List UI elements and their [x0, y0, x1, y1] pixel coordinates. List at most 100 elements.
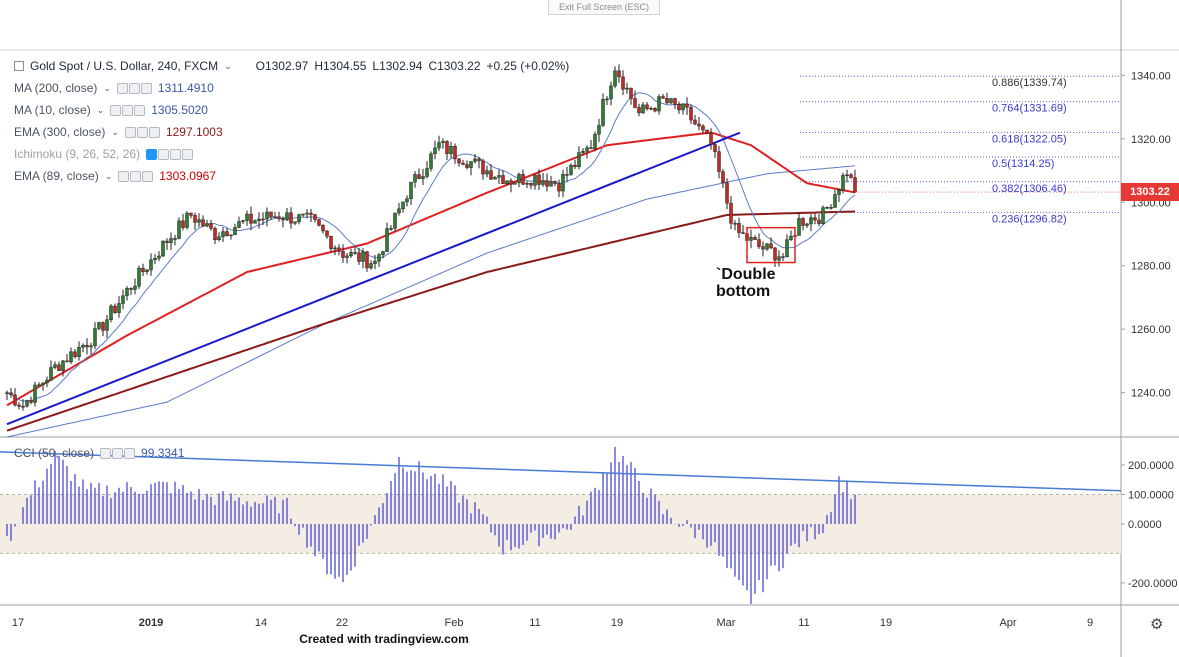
- candle-body: [33, 384, 37, 403]
- close-icon[interactable]: [134, 104, 146, 116]
- settings-icon[interactable]: [130, 170, 142, 182]
- settings-icon[interactable]: [158, 148, 170, 160]
- candle-body: [429, 153, 433, 169]
- candle-body: [417, 174, 421, 179]
- candle-body: [173, 238, 177, 240]
- candle-body: [825, 207, 829, 209]
- last-price-label: 1303.22: [1121, 183, 1179, 202]
- eye-icon[interactable]: [110, 104, 122, 116]
- indicator-controls[interactable]: [124, 126, 160, 138]
- candle-body: [749, 237, 753, 241]
- candle-body: [777, 256, 781, 261]
- indicator-legend-3: Ichimoku (9, 26, 52, 26): [14, 147, 194, 161]
- candle-body: [281, 218, 285, 221]
- fib-level-label: 0.886(1339.74): [992, 77, 1067, 89]
- eye-icon[interactable]: [100, 447, 112, 459]
- cci-band: [0, 494, 1121, 554]
- candle-body: [589, 147, 593, 150]
- price-tick-label: 1280.00: [1131, 261, 1171, 273]
- candle-body: [569, 164, 573, 175]
- candle-body: [837, 190, 841, 195]
- candle-body: [821, 207, 825, 224]
- candle-body: [269, 211, 273, 218]
- close-icon[interactable]: [124, 447, 136, 459]
- close-icon[interactable]: [142, 170, 154, 182]
- settings-icon[interactable]: [128, 82, 140, 94]
- candle-body: [681, 103, 685, 111]
- candle-body: [161, 240, 165, 257]
- candle-body: [665, 97, 669, 104]
- chevron-down-icon[interactable]: ⌄: [224, 60, 232, 71]
- code-icon[interactable]: [170, 148, 182, 160]
- time-tick-label: 19: [611, 617, 623, 629]
- close-icon[interactable]: [182, 148, 194, 160]
- cci-controls[interactable]: [100, 447, 136, 459]
- chevron-down-icon[interactable]: ⌄: [111, 126, 119, 137]
- collapse-icon[interactable]: [14, 61, 24, 71]
- candle-body: [193, 215, 197, 223]
- time-tick-label: 22: [336, 617, 348, 629]
- indicator-name[interactable]: MA (200, close): [14, 81, 98, 95]
- candle-body: [381, 251, 385, 255]
- candle-body: [305, 212, 309, 215]
- gear-icon[interactable]: ⚙: [1150, 616, 1164, 633]
- candle-body: [221, 231, 225, 238]
- price-tick-label: 1260.00: [1131, 324, 1171, 336]
- chevron-down-icon[interactable]: ⌄: [103, 82, 111, 93]
- candle-body: [129, 288, 133, 290]
- candle-body: [253, 220, 257, 224]
- candle-body: [489, 170, 493, 180]
- candle-body: [273, 216, 277, 218]
- candle-body: [801, 218, 805, 226]
- symbol-name[interactable]: Gold Spot / U.S. Dollar, 240, FXCM: [30, 59, 219, 73]
- exit-fullscreen-button[interactable]: Exit Full Screen (ESC): [548, 0, 660, 15]
- time-tick-label: 14: [255, 617, 267, 629]
- chevron-down-icon[interactable]: ⌄: [96, 104, 105, 115]
- cci-name[interactable]: CCI (50, close): [14, 446, 95, 460]
- settings-icon[interactable]: [136, 126, 148, 138]
- footer-credit: Created with tradingview.com: [299, 632, 469, 646]
- indicator-name[interactable]: MA (10, close): [14, 103, 91, 117]
- candle-body: [693, 119, 697, 125]
- indicator-controls[interactable]: [146, 148, 194, 160]
- indicator-name[interactable]: EMA (89, close): [14, 169, 99, 183]
- indicator-controls[interactable]: [118, 170, 154, 182]
- candle-body: [181, 220, 185, 228]
- candle-body: [325, 230, 329, 237]
- candle-body: [405, 198, 409, 203]
- candle-body: [641, 104, 645, 114]
- candle-body: [297, 214, 301, 223]
- candle-body: [117, 303, 121, 313]
- eye-icon[interactable]: [124, 126, 136, 138]
- close-icon[interactable]: [140, 82, 152, 94]
- candle-body: [217, 236, 221, 241]
- indicator-legend-0: MA (200, close) ⌄ 1311.4910: [14, 81, 214, 95]
- candle-body: [9, 392, 13, 396]
- indicator-legend-2: EMA (300, close) ⌄ 1297.1003: [14, 125, 223, 139]
- settings-icon[interactable]: [112, 447, 124, 459]
- settings-icon[interactable]: [122, 104, 134, 116]
- indicator-name[interactable]: Ichimoku (9, 26, 52, 26): [14, 147, 141, 161]
- chevron-down-icon[interactable]: ⌄: [104, 170, 113, 181]
- candle-body: [813, 217, 817, 221]
- candle-body: [513, 182, 517, 185]
- eye-icon[interactable]: [118, 170, 130, 182]
- candle-body: [389, 228, 393, 230]
- candle-body: [137, 267, 141, 287]
- eye-icon[interactable]: [116, 82, 128, 94]
- candle-body: [849, 174, 853, 178]
- indicator-controls[interactable]: [110, 104, 146, 116]
- indicator-name[interactable]: EMA (300, close): [14, 125, 106, 139]
- eye-off-icon[interactable]: [146, 148, 158, 160]
- close-icon[interactable]: [148, 126, 160, 138]
- candle-body: [481, 160, 485, 175]
- candle-body: [741, 232, 745, 234]
- indicator-controls[interactable]: [116, 82, 152, 94]
- candle-body: [573, 164, 577, 168]
- candle-body: [301, 213, 305, 216]
- fib-level-label: 0.764(1331.69): [992, 103, 1067, 115]
- candle-body: [149, 259, 153, 271]
- candle-body: [669, 98, 673, 104]
- candle-body: [77, 346, 81, 358]
